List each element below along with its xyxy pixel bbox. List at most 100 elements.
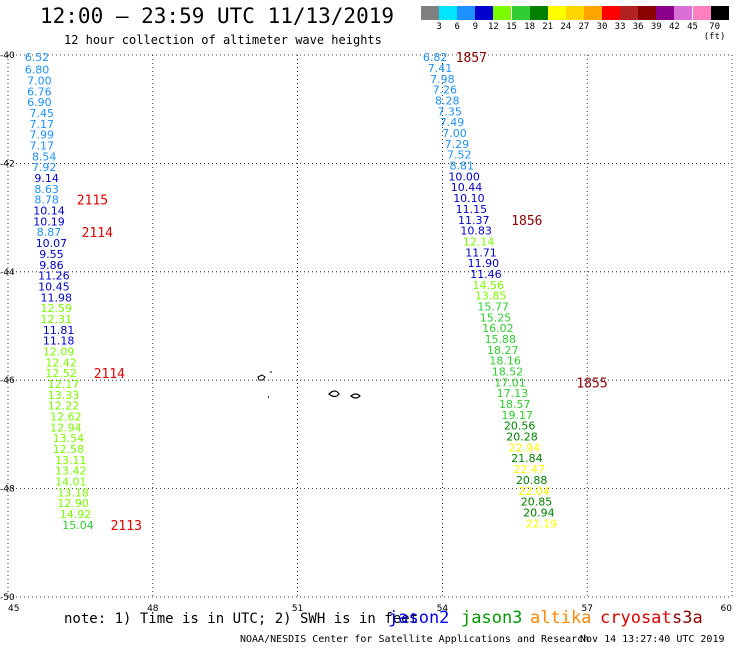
swh-value: 6.82 (423, 51, 448, 64)
color-swatch-label: 27 (578, 22, 590, 32)
swh-value: 7.99 (30, 129, 55, 142)
island-outline (328, 390, 340, 398)
swh-value: 22.47 (514, 463, 546, 476)
swh-value: 10.14 (33, 205, 65, 218)
swh-value: 7.17 (30, 140, 55, 153)
swh-value: 7.00 (27, 74, 52, 87)
time-label: 2114 (94, 367, 125, 382)
color-swatch-label: 21 (542, 22, 554, 32)
satellite-legend-s3a: s3a (672, 608, 703, 628)
time-label: 2113 (111, 519, 142, 534)
color-swatch-label: 12 (487, 22, 499, 32)
swh-value: 10.44 (451, 181, 483, 194)
color-swatch (511, 6, 530, 20)
color-swatch-label: 45 (687, 22, 698, 32)
swh-value: 12.17 (48, 378, 80, 391)
swh-value: 11.37 (458, 214, 490, 227)
swh-value: 16.02 (482, 322, 514, 335)
swh-value: 12.62 (50, 411, 82, 424)
swh-value: 8.54 (32, 150, 57, 163)
swh-value: 11.26 (38, 270, 70, 283)
swh-value: 10.07 (36, 237, 68, 250)
swh-value: 11.71 (465, 246, 497, 259)
swh-value: 12.58 (53, 443, 85, 456)
swh-value: 7.98 (430, 73, 455, 86)
swh-value: 20.85 (521, 496, 553, 509)
swh-value: 14.56 (473, 279, 505, 292)
swh-value: 6.90 (27, 96, 52, 109)
color-swatch (493, 6, 512, 20)
swh-value: 22.04 (518, 485, 550, 498)
swh-value: 22.94 (509, 441, 541, 454)
swh-value: 10.10 (453, 192, 485, 205)
lat-tick-label: -42 (0, 159, 15, 169)
swh-value: 8.78 (34, 194, 59, 207)
swh-value: 7.17 (30, 118, 55, 131)
satellite-legend-jason3: jason3 (461, 608, 523, 628)
color-swatch (620, 6, 639, 20)
swh-value: 8.28 (435, 95, 460, 108)
swh-value: 7.92 (32, 161, 57, 174)
color-swatch (547, 6, 566, 20)
lat-tick-label: -44 (0, 268, 15, 278)
color-swatch-label: 36 (632, 22, 644, 32)
color-swatch (656, 6, 675, 20)
color-swatch-label: 3 (436, 22, 442, 32)
swh-value: 12.52 (45, 367, 77, 380)
color-swatch (529, 6, 548, 20)
color-swatch-label: 70 (ft) (703, 22, 726, 42)
swh-value: 9.55 (39, 248, 64, 261)
swh-value: 7.35 (437, 105, 462, 118)
swh-value: 21.84 (511, 452, 543, 465)
time-label: 1855 (576, 376, 607, 391)
swh-value: 18.57 (499, 398, 531, 411)
swh-value: 19.17 (501, 409, 533, 422)
swh-value: 7.52 (447, 149, 472, 162)
color-swatch (583, 6, 602, 20)
swh-value: 20.88 (516, 474, 548, 487)
swh-value: 13.18 (57, 486, 89, 499)
swh-value: 14.01 (55, 476, 87, 489)
swh-value: 11.15 (456, 203, 488, 216)
color-swatch (457, 6, 476, 20)
swh-value: 6.76 (27, 85, 52, 98)
swh-value: 7.45 (30, 107, 55, 120)
color-swatch-label: 30 (596, 22, 608, 32)
swh-value: 12.42 (45, 356, 77, 369)
swh-value: 18.16 (489, 355, 521, 368)
swh-value: 8.87 (37, 226, 62, 239)
satellite-legend-cryosat: cryosat (600, 608, 672, 628)
color-swatch (565, 6, 584, 20)
time-label: 1857 (456, 51, 487, 66)
swh-value: 12.14 (463, 235, 495, 248)
swh-value: 10.45 (38, 280, 70, 293)
swh-value: 13.42 (55, 465, 87, 478)
swh-value: 20.28 (506, 431, 538, 444)
swh-value: 12.59 (41, 302, 73, 315)
lon-tick-label: 51 (292, 604, 303, 614)
timestamp-text: Nov 14 13:27:40 UTC 2019 (580, 634, 725, 645)
color-swatch-label: 9 (472, 22, 478, 32)
swh-value: 15.04 (62, 519, 94, 532)
color-swatch (602, 6, 621, 20)
swh-value: 18.27 (487, 344, 519, 357)
color-swatch-label: 6 (454, 22, 460, 32)
color-swatch-label: 18 (524, 22, 536, 32)
swh-value: 15.25 (480, 311, 512, 324)
swh-value: 8.63 (34, 183, 59, 196)
color-swatch-label: 15 (506, 22, 517, 32)
island-outline (257, 374, 266, 381)
page-subtitle: 12 hour collection of altimeter wave hei… (64, 33, 382, 47)
island-outline (350, 393, 361, 399)
swh-value: 10.83 (460, 225, 492, 238)
swh-value: 7.49 (440, 116, 465, 129)
swh-value: 6.52 (25, 51, 50, 64)
swh-value: 13.11 (55, 454, 87, 467)
swh-value: 15.88 (485, 333, 517, 346)
note-text: note: 1) Time is in UTC; 2) SWH is in fe… (64, 611, 419, 627)
axis-tick-labels: 45 48 51 54 57 60 -40 -42 -44 -46 -48 -50 (0, 51, 732, 614)
swh-value: 7.29 (445, 138, 470, 151)
time-labels: 2115 2114 2114 2113 1857 1856 1855 (77, 51, 608, 534)
color-swatch-label: 33 (614, 22, 626, 32)
swh-value: 20.56 (504, 420, 536, 433)
